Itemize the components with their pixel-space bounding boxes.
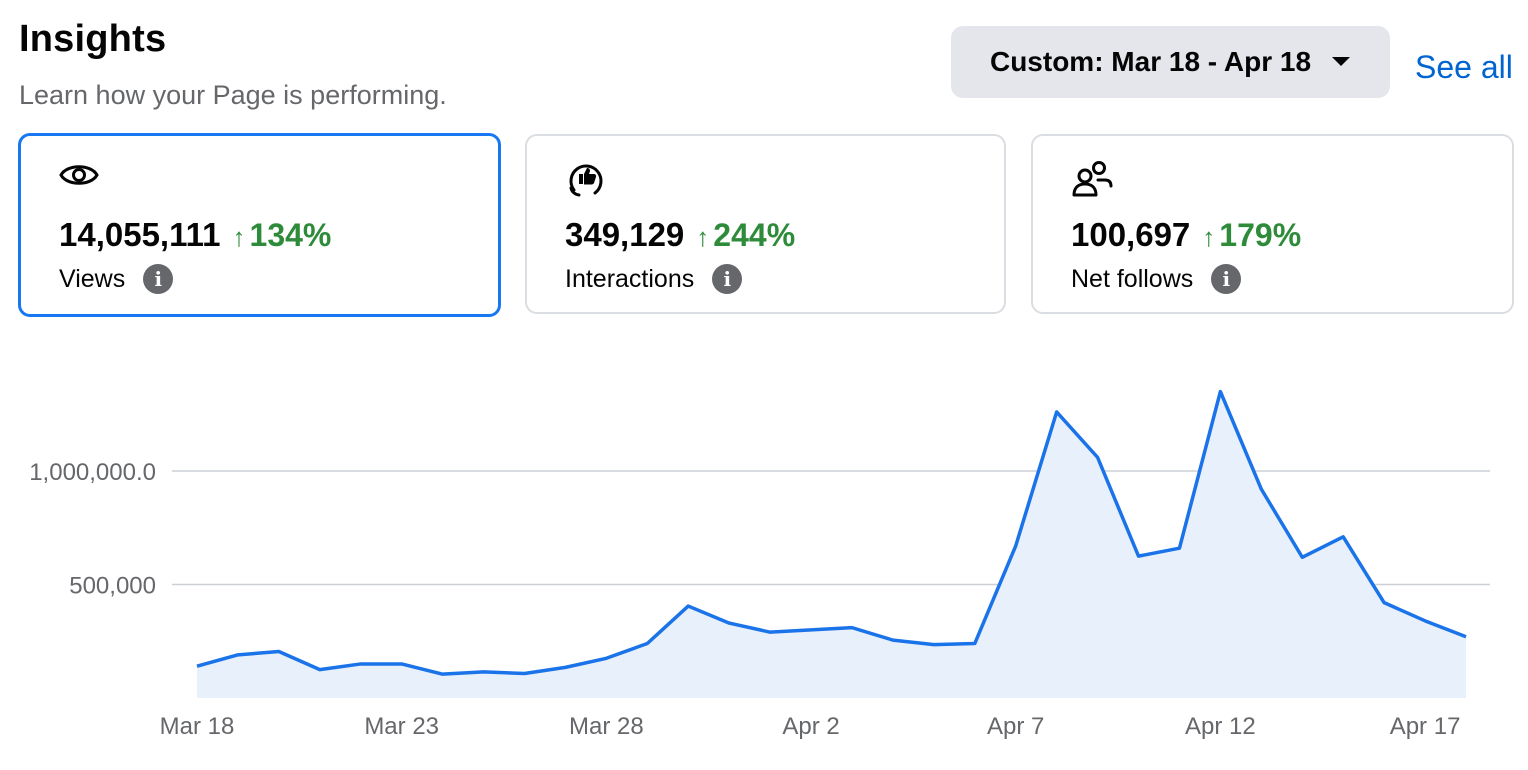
info-icon[interactable]: i (712, 264, 743, 294)
y-tick-label: 500,000 (69, 573, 156, 600)
interactions-label: Interactions (565, 264, 695, 293)
interactions-change-value: 244% (713, 217, 796, 253)
page-subtitle: Learn how your Page is performing. (19, 80, 447, 110)
info-icon[interactable]: i (1211, 264, 1242, 294)
x-tick-label: Apr 12 (1185, 713, 1256, 740)
net-follows-label: Net follows (1071, 264, 1194, 293)
page-title: Insights (19, 18, 167, 60)
views-label: Views (59, 264, 126, 293)
series-line (196, 389, 1467, 676)
x-tick-label: Mar 18 (160, 713, 235, 740)
interactions-card[interactable]: 349,129 ↑ 244% Interactions i (525, 134, 1006, 314)
date-range-dropdown[interactable]: Custom: Mar 18 - Apr 18 (951, 26, 1390, 98)
views-card[interactable]: 14,055,111 ↑ 134% Views i (18, 133, 501, 317)
see-all-link[interactable]: See all (1415, 49, 1513, 85)
info-icon[interactable]: i (143, 264, 174, 294)
date-range-label: Custom: Mar 18 - Apr 18 (989, 46, 1312, 77)
eye-icon (59, 160, 99, 195)
views-chart: 500,000 1,000,000.0 Mar 18 Mar 23 Mar 28 Apr … (29, 389, 1490, 740)
net-follows-card[interactable]: 100,697 ↑ 179% Net follows i (1031, 134, 1514, 314)
arrow-up-icon: ↑ (696, 222, 710, 252)
arrow-up-icon: ↑ (1202, 222, 1216, 252)
people-icon (1071, 160, 1113, 203)
reactions-icon (565, 160, 605, 203)
interactions-change: ↑ 244% (696, 217, 795, 254)
views-value: 14,055,111 (59, 216, 221, 253)
net-follows-value: 100,697 (1071, 216, 1191, 253)
net-follows-change-value: 179% (1219, 217, 1302, 253)
y-tick-label: 1,000,000.0 (29, 459, 156, 486)
net-follows-change: ↑ 179% (1202, 217, 1301, 254)
x-tick-label: Apr 17 (1390, 713, 1461, 740)
views-change-value: 134% (249, 217, 332, 253)
x-tick-label: Mar 23 (364, 713, 439, 740)
arrow-up-icon: ↑ (232, 222, 246, 252)
interactions-value: 349,129 (565, 216, 685, 253)
views-change: ↑ 134% (233, 217, 332, 254)
x-tick-label: Mar 28 (569, 713, 644, 740)
area-fill (197, 391, 1466, 698)
x-tick-label: Apr 2 (782, 713, 839, 740)
caret-down-icon (1331, 56, 1351, 68)
x-tick-label: Apr 7 (987, 713, 1044, 740)
